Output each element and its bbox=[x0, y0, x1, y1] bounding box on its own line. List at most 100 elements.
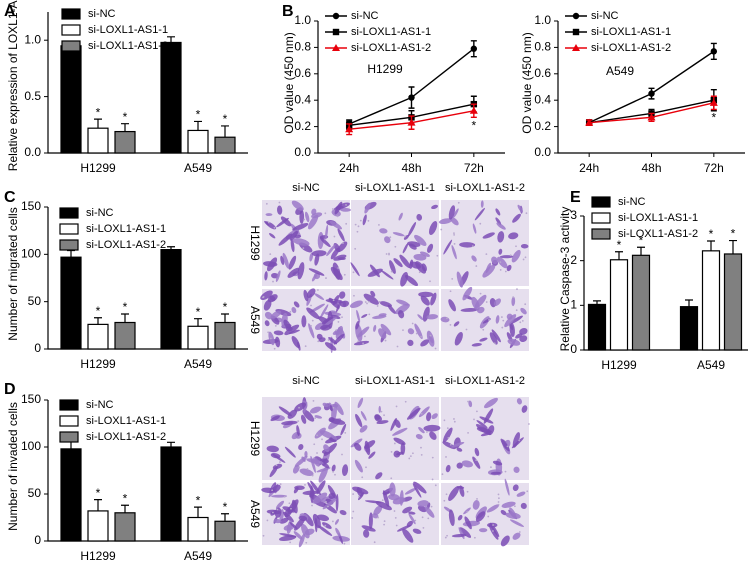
cell-blob bbox=[489, 332, 498, 345]
cell-blob bbox=[349, 300, 363, 308]
x-tick-label: A549 bbox=[184, 549, 212, 563]
pore bbox=[343, 273, 346, 276]
pore bbox=[390, 477, 393, 480]
pore bbox=[367, 300, 370, 303]
pore bbox=[422, 526, 425, 529]
cell-blob bbox=[408, 513, 416, 525]
error-bar bbox=[707, 240, 715, 251]
cell-blob bbox=[448, 299, 456, 312]
legend-label: si-LOXL1-AS1-1 bbox=[88, 24, 168, 36]
cell-blob bbox=[330, 314, 341, 319]
cell-blob bbox=[310, 480, 321, 495]
cell-blob bbox=[392, 232, 405, 237]
pore bbox=[317, 340, 320, 343]
bar bbox=[114, 321, 136, 350]
cell-blob bbox=[364, 500, 382, 504]
pore bbox=[436, 254, 439, 257]
cell-blob bbox=[416, 213, 423, 221]
pore bbox=[502, 319, 505, 322]
y-tick-label: 0.8 bbox=[294, 40, 311, 54]
panel-letter: C bbox=[4, 189, 16, 206]
marker bbox=[407, 118, 416, 126]
cell-blob bbox=[479, 416, 494, 424]
cell-blob bbox=[516, 398, 522, 405]
image-row-label: A549 bbox=[248, 306, 262, 334]
cell-blob bbox=[479, 337, 488, 342]
error-bar bbox=[637, 246, 645, 256]
error-bar bbox=[167, 36, 175, 43]
pore bbox=[267, 221, 270, 224]
cell-blob bbox=[407, 222, 417, 237]
pore bbox=[332, 470, 334, 473]
subtitle: H1299 bbox=[367, 62, 403, 76]
pore bbox=[272, 280, 274, 283]
y-tick-label: 0 bbox=[34, 533, 41, 547]
legend-label: si-LOXL1-AS1-1 bbox=[86, 415, 166, 427]
bar bbox=[723, 253, 743, 351]
pore bbox=[394, 245, 397, 248]
micrograph bbox=[260, 288, 350, 353]
y-tick-label: 0.6 bbox=[534, 66, 551, 80]
pore bbox=[352, 493, 355, 495]
cell-blob bbox=[398, 212, 403, 221]
cell-blob bbox=[477, 306, 485, 314]
cell-blob bbox=[363, 293, 379, 305]
cell-blob bbox=[267, 257, 278, 272]
cell-blob bbox=[323, 444, 330, 453]
pore bbox=[476, 410, 478, 413]
legend-label: si-NC bbox=[88, 8, 116, 20]
significance: * bbox=[709, 227, 714, 241]
pore bbox=[362, 342, 364, 345]
pore bbox=[518, 439, 521, 442]
legend-swatch bbox=[59, 415, 79, 427]
cell-blob bbox=[278, 233, 293, 246]
significance: * bbox=[96, 105, 101, 119]
cell-blob bbox=[493, 298, 501, 306]
pore bbox=[376, 305, 379, 307]
cell-blob bbox=[507, 338, 521, 346]
pore bbox=[447, 436, 450, 439]
pore bbox=[336, 215, 339, 218]
legend-swatch bbox=[61, 8, 81, 20]
cell-blob bbox=[378, 313, 387, 317]
cell-blob bbox=[361, 314, 368, 318]
y-tick-label: 0.2 bbox=[294, 119, 311, 133]
legend-label: si-LOXL1-AS1-2 bbox=[351, 42, 431, 54]
cell-blob bbox=[309, 406, 322, 414]
pore bbox=[353, 294, 355, 297]
cell-blob bbox=[482, 264, 496, 278]
pore bbox=[449, 290, 452, 293]
bar bbox=[160, 249, 182, 350]
cell-blob bbox=[472, 223, 477, 234]
cell-blob bbox=[329, 220, 342, 230]
cell-blob bbox=[325, 224, 329, 240]
marker bbox=[572, 44, 580, 51]
bar bbox=[214, 321, 236, 350]
cell-blob bbox=[340, 207, 351, 212]
marker bbox=[710, 48, 718, 55]
pore bbox=[368, 313, 371, 316]
cell-blob bbox=[264, 320, 270, 327]
pore bbox=[427, 517, 430, 520]
cell-blob bbox=[471, 343, 482, 347]
cell-blob bbox=[490, 471, 502, 475]
pore bbox=[421, 516, 424, 519]
pore bbox=[499, 261, 502, 264]
cell-blob bbox=[512, 532, 521, 540]
cell-blob bbox=[448, 509, 455, 526]
cell-blob bbox=[454, 331, 463, 346]
pore bbox=[516, 288, 518, 291]
cell-blob bbox=[474, 447, 480, 457]
error-bar bbox=[167, 246, 175, 250]
cell-blob bbox=[490, 522, 500, 537]
pore bbox=[357, 340, 360, 343]
y-tick-label: 0.0 bbox=[534, 145, 551, 159]
cell-blob bbox=[500, 535, 510, 547]
pore bbox=[411, 322, 414, 325]
legend-label: si-NC bbox=[591, 10, 619, 22]
pore bbox=[321, 438, 323, 441]
pore bbox=[378, 300, 381, 303]
cell-blob bbox=[427, 243, 434, 253]
cell-blob bbox=[308, 268, 325, 276]
pore bbox=[312, 399, 315, 402]
